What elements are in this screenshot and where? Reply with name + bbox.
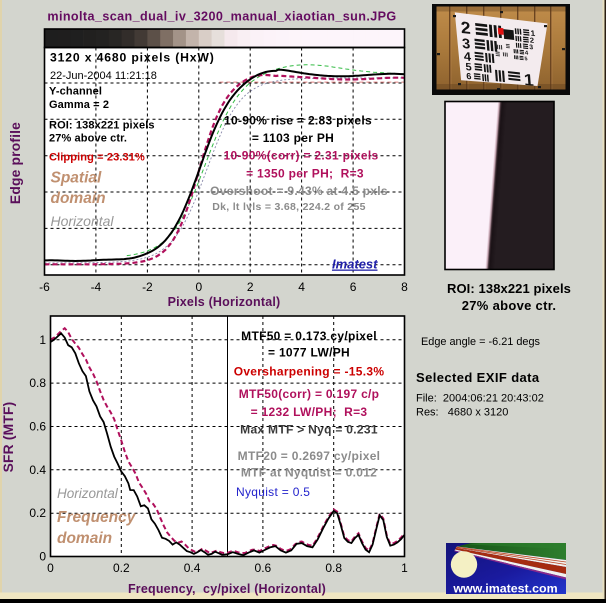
svg-text:ROI: 138x221 pixels: ROI: 138x221 pixels <box>49 120 155 132</box>
svg-text:0.2: 0.2 <box>29 506 46 520</box>
svg-text:Res: 4680 x 3120: Res: 4680 x 3120 <box>416 407 508 419</box>
svg-text:MTF at Nyquist = 0.012: MTF at Nyquist = 0.012 <box>241 466 377 480</box>
svg-text:0.4: 0.4 <box>184 561 201 575</box>
svg-text:Horizontal: Horizontal <box>57 486 119 501</box>
svg-text:Oversharpening = -15.3%: Oversharpening = -15.3% <box>234 365 385 379</box>
svg-text:3120 x 4680 pixels (HxW): 3120 x 4680 pixels (HxW) <box>50 51 215 65</box>
svg-text:2: 2 <box>530 36 535 45</box>
svg-text:Clipping = 23.31%: Clipping = 23.31% <box>49 152 145 164</box>
svg-text:5: 5 <box>524 56 527 62</box>
svg-text:5: 5 <box>465 61 472 73</box>
svg-text:Spatial: Spatial <box>51 170 103 187</box>
svg-text:Edge profile: Edge profile <box>8 122 23 204</box>
svg-text:Edge angle = -6.21 degs: Edge angle = -6.21 degs <box>421 336 541 348</box>
svg-text:8: 8 <box>401 280 408 294</box>
svg-text:SFR (MTF): SFR (MTF) <box>1 402 16 473</box>
svg-text:= 1103 per PH: = 1103 per PH <box>252 131 334 145</box>
svg-text:4: 4 <box>463 50 471 64</box>
svg-text:= 1077 LW/PH: = 1077 LW/PH <box>268 346 350 360</box>
svg-text:0.8: 0.8 <box>325 561 342 575</box>
svg-text:0.6: 0.6 <box>29 420 46 434</box>
svg-text:MTF50(corr) = 0.197 c/p: MTF50(corr) = 0.197 c/p <box>239 387 380 401</box>
svg-text:3: 3 <box>529 44 534 51</box>
svg-text:1: 1 <box>523 70 535 91</box>
svg-text:ROI: 138x221 pixels: ROI: 138x221 pixels <box>447 281 571 296</box>
svg-text:0.4: 0.4 <box>29 463 46 477</box>
svg-text:Max MTF > Nyq = 0.231: Max MTF > Nyq = 0.231 <box>240 423 378 437</box>
svg-text:0: 0 <box>39 550 46 564</box>
svg-text:4: 4 <box>525 51 530 57</box>
svg-text:Pixels (Horizontal): Pixels (Horizontal) <box>168 295 281 309</box>
svg-text:Selected EXIF data: Selected EXIF data <box>416 370 540 385</box>
svg-text:Gamma = 2: Gamma = 2 <box>49 99 109 111</box>
svg-text:Frequency, cy/pixel (Horizont: Frequency, cy/pixel (Horizontal) <box>128 582 326 596</box>
svg-text:Horizontal: Horizontal <box>51 213 115 229</box>
svg-text:-4: -4 <box>91 280 102 294</box>
svg-text:1: 1 <box>530 29 536 38</box>
svg-text:Y-channel: Y-channel <box>49 86 102 98</box>
svg-text:27% above ctr.: 27% above ctr. <box>462 298 557 313</box>
svg-text:domain: domain <box>57 530 112 547</box>
svg-text:Overshoot = 9.43% at 4.5 pxls: Overshoot = 9.43% at 4.5 pxls <box>210 184 388 198</box>
svg-text:0: 0 <box>195 280 202 294</box>
svg-text:MTF50 = 0.173 cy/pixel: MTF50 = 0.173 cy/pixel <box>241 329 377 343</box>
svg-text:1: 1 <box>401 561 408 575</box>
svg-text:3: 3 <box>461 36 470 52</box>
svg-text:minolta_scan_dual_iv_3200_manu: minolta_scan_dual_iv_3200_manual_xiaotia… <box>47 10 396 24</box>
svg-text:Nyquist = 0.5: Nyquist = 0.5 <box>236 485 310 499</box>
svg-text:2: 2 <box>460 17 471 38</box>
svg-text:4: 4 <box>298 280 305 294</box>
svg-text:-6: -6 <box>39 280 50 294</box>
svg-text:1: 1 <box>39 333 46 347</box>
svg-text:MTF20 = 0.2697 cy/pixel: MTF20 = 0.2697 cy/pixel <box>238 449 381 463</box>
svg-text:Frequency: Frequency <box>57 509 137 526</box>
svg-text:2: 2 <box>247 280 254 294</box>
svg-text:-2: -2 <box>142 280 153 294</box>
svg-text:= 1232 LW/PH; R=3: = 1232 LW/PH; R=3 <box>251 405 368 419</box>
svg-text:Dk, lt lvls = 3.68, 224.2 of 2: Dk, lt lvls = 3.68, 224.2 of 255 <box>212 201 365 213</box>
svg-text:22-Jun-2004 11:21:18: 22-Jun-2004 11:21:18 <box>50 70 157 82</box>
svg-text:Imatest: Imatest <box>332 257 378 272</box>
svg-text:27% above ctr.: 27% above ctr. <box>49 133 127 145</box>
svg-text:10-90% rise = 2.83 pixels: 10-90% rise = 2.83 pixels <box>224 114 372 128</box>
svg-text:0.2: 0.2 <box>113 561 130 575</box>
svg-text:6: 6 <box>350 280 357 294</box>
svg-text:domain: domain <box>51 190 106 207</box>
svg-text:0.8: 0.8 <box>29 376 46 390</box>
svg-text:0: 0 <box>47 561 54 575</box>
svg-text:6: 6 <box>466 71 472 81</box>
svg-text:0.6: 0.6 <box>255 561 272 575</box>
svg-text:File: 2004:06:21 20:43:02: File: 2004:06:21 20:43:02 <box>416 393 544 405</box>
svg-text:www.imatest.com: www.imatest.com <box>452 582 557 596</box>
svg-text:10-90%(corr) = 2.31 pixels: 10-90%(corr) = 2.31 pixels <box>224 149 379 163</box>
svg-text:= 1350 per PH; R=3: = 1350 per PH; R=3 <box>246 167 364 181</box>
